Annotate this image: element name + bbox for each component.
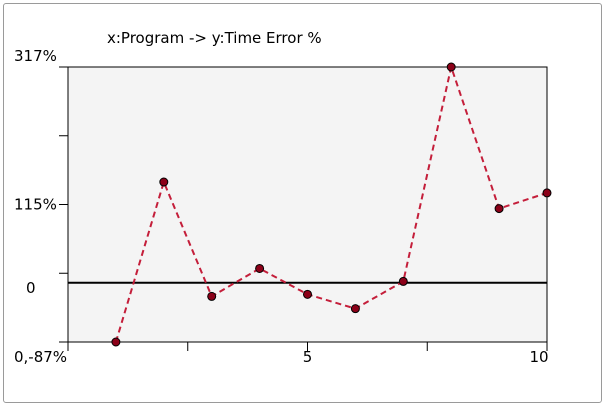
series-line: [114, 63, 548, 343]
y-tick-label: 0: [26, 279, 36, 297]
data-point: [255, 263, 265, 273]
data-point: [350, 304, 360, 314]
chart-title: x:Program -> y:Time Error %: [107, 29, 322, 47]
tick-labels: 317% 115% 0 0,-87% 5 10: [14, 47, 549, 366]
x-tick-label: 10: [529, 348, 548, 366]
data-point: [303, 289, 312, 299]
y-tick-label: 317%: [14, 47, 57, 65]
data-point: [111, 337, 121, 347]
x-tick-label: 0,-87%: [14, 348, 67, 366]
data-point: [159, 177, 169, 187]
data-point: [542, 188, 552, 198]
x-tick-label: 5: [303, 348, 313, 366]
plot-area: [67, 66, 548, 343]
data-point: [494, 204, 504, 214]
data-points: [111, 62, 552, 347]
data-point: [446, 62, 456, 72]
data-point: [398, 276, 408, 286]
y-tick-label: 115%: [14, 196, 57, 214]
axis-ticks: [59, 66, 548, 351]
data-point: [207, 291, 217, 301]
